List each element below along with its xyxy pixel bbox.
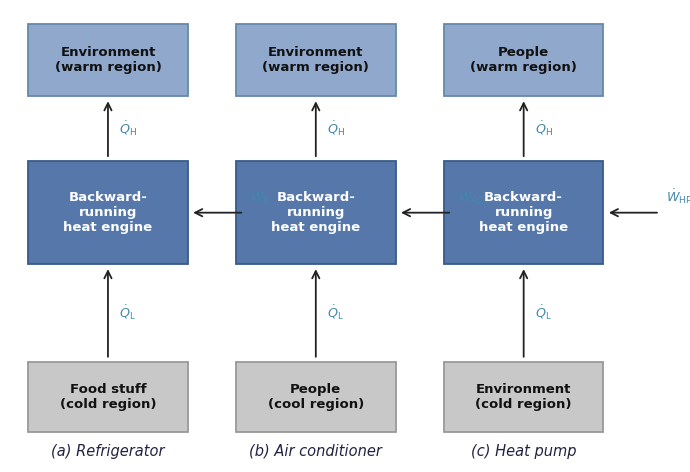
Text: $\dot{Q}_{\rm H}$: $\dot{Q}_{\rm H}$ [535,119,553,138]
Text: (b) Air conditioner: (b) Air conditioner [249,444,382,459]
Text: $\dot{Q}_{\rm H}$: $\dot{Q}_{\rm H}$ [327,119,345,138]
Text: (a) Refrigerator: (a) Refrigerator [51,444,165,459]
FancyBboxPatch shape [444,24,604,96]
FancyBboxPatch shape [236,24,395,96]
Text: $\dot{W}_{\rm HP}$: $\dot{W}_{\rm HP}$ [666,187,690,206]
Text: Environment
(cold region): Environment (cold region) [475,383,572,411]
Text: Backward-
running
heat engine: Backward- running heat engine [63,191,152,234]
Text: $\dot{W}_{\rm R}$: $\dot{W}_{\rm R}$ [250,187,271,206]
Text: Environment
(warm region): Environment (warm region) [55,46,161,74]
FancyBboxPatch shape [28,24,188,96]
Text: (c) Heat pump: (c) Heat pump [471,444,576,459]
FancyBboxPatch shape [444,362,604,432]
Text: Food stuff
(cold region): Food stuff (cold region) [60,383,156,411]
FancyBboxPatch shape [236,161,395,264]
Text: $\dot{Q}_{\rm L}$: $\dot{Q}_{\rm L}$ [119,303,137,322]
Text: $\dot{Q}_{\rm L}$: $\dot{Q}_{\rm L}$ [327,303,344,322]
Text: $\dot{Q}_{\rm H}$: $\dot{Q}_{\rm H}$ [119,119,137,138]
FancyBboxPatch shape [28,362,188,432]
Text: Backward-
running
heat engine: Backward- running heat engine [479,191,569,234]
FancyBboxPatch shape [236,362,395,432]
Text: Backward-
running
heat engine: Backward- running heat engine [271,191,360,234]
FancyBboxPatch shape [444,161,604,264]
FancyBboxPatch shape [28,161,188,264]
Text: People
(cool region): People (cool region) [268,383,364,411]
Text: $\dot{Q}_{\rm L}$: $\dot{Q}_{\rm L}$ [535,303,552,322]
Text: $\dot{W}_{\rm AC}$: $\dot{W}_{\rm AC}$ [458,187,485,206]
Text: Environment
(warm region): Environment (warm region) [262,46,369,74]
Text: People
(warm region): People (warm region) [470,46,577,74]
